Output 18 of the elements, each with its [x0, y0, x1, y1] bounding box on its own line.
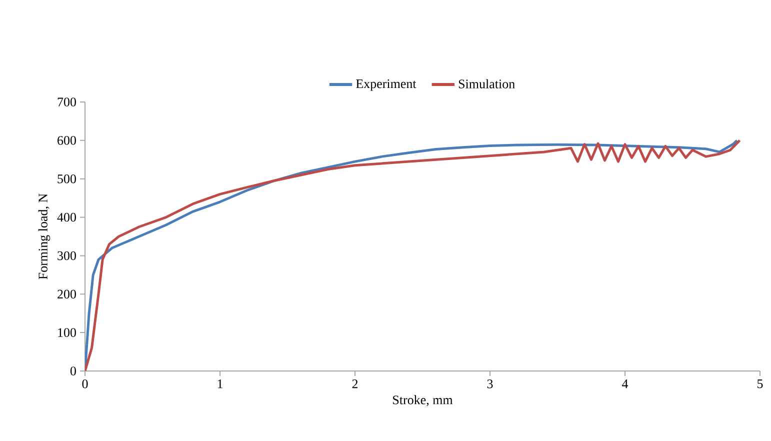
y-tick-label: 100 [58, 328, 76, 337]
x-tick-label: 5 [757, 380, 763, 388]
y-axis-title: Forming load, N [38, 194, 50, 280]
x-tick-label: 2 [352, 380, 358, 388]
y-tick-label: 600 [58, 136, 76, 145]
legend-label: Experiment [356, 79, 416, 91]
y-tick-label: 500 [58, 174, 76, 184]
y-tick-label: 700 [58, 98, 76, 106]
y-tick-label: 200 [58, 290, 76, 299]
y-tick-label: 300 [58, 251, 76, 260]
y-tick-label: 0 [70, 366, 76, 376]
x-tick-label: 4 [622, 380, 628, 388]
x-tick-label: 1 [218, 380, 222, 388]
legend-label: Simulation [458, 79, 515, 88]
y-tick-label: 400 [57, 212, 76, 222]
x-tick-label: 0 [82, 380, 88, 388]
x-tick-label: 3 [487, 380, 493, 388]
x-axis-title: Stroke, mm [393, 395, 453, 406]
